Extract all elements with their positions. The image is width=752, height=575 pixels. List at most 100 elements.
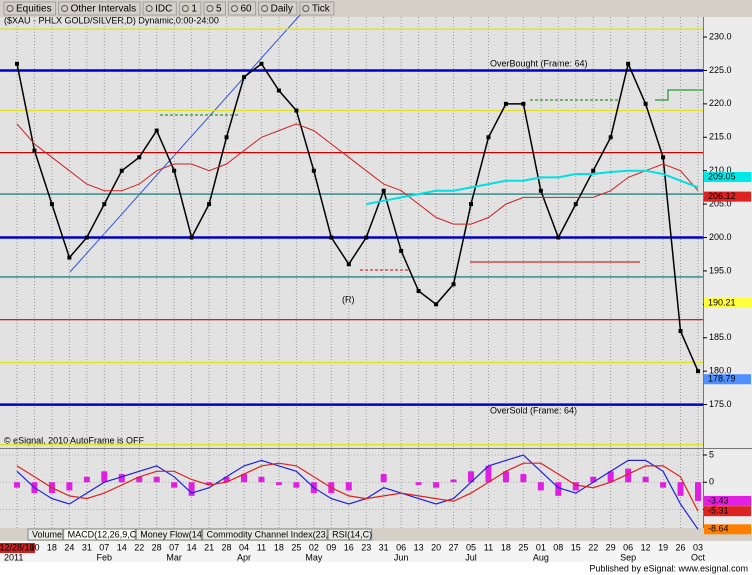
date-axis: [0, 541, 752, 562]
price-bar: [137, 155, 142, 160]
price-bar: [172, 168, 177, 173]
tab[interactable]: [63, 528, 136, 541]
x-tick-label: 31: [82, 542, 92, 552]
price-line: [16, 61, 699, 372]
month-label: 2011: [4, 552, 23, 562]
x-tick-label: 15: [571, 542, 581, 552]
y-tick-label: 185.0: [709, 332, 732, 342]
histogram-bar: [625, 468, 632, 483]
chart-title: ($XAU - PHLX GOLD/SILVER,D) Dynamic,0:00…: [4, 15, 219, 25]
y-tick-label: 200.0: [709, 232, 732, 242]
x-tick-label: 27: [449, 542, 459, 552]
value-tag-label: -3.43: [708, 495, 729, 505]
histogram-bar: [66, 482, 73, 491]
toolbar-label[interactable]: 60: [241, 4, 253, 15]
price-bar: [696, 369, 700, 374]
tab-label[interactable]: Volume: [32, 529, 62, 539]
y-tick-label: 230.0: [709, 31, 732, 41]
moving-average: [16, 123, 699, 225]
toolbar-label[interactable]: 5: [216, 4, 222, 15]
toolbar-button[interactable]: [299, 1, 335, 16]
x-tick-label: 08: [553, 542, 563, 552]
x-tick-label: 13: [414, 542, 424, 552]
value-tag: [704, 524, 751, 535]
x-tick-label: 18: [47, 542, 57, 552]
histogram-bar: [223, 476, 230, 483]
toolbar-icon: [6, 5, 14, 12]
histogram-bar: [153, 476, 160, 483]
price-bar: [189, 235, 194, 240]
toolbar-icon: [61, 5, 69, 12]
tab-label[interactable]: RSI(14,C): [332, 529, 372, 539]
toolbar-icon: [145, 5, 153, 12]
toolbar-button[interactable]: [258, 1, 298, 16]
toolbar-button[interactable]: [58, 1, 141, 16]
price-bar: [399, 248, 404, 253]
status-text: Published by eSignal: www.esignal.com: [589, 563, 748, 573]
value-tag: [704, 374, 751, 385]
tabs: Volume MACD(12,26,9,C) Money Flow(14) Commo…: [27, 528, 373, 541]
price-bar: [469, 202, 473, 207]
price-bar: [434, 302, 439, 307]
toolbar-items: Equities Other Intervals IDC 1 5 60 Daily Tick: [3, 1, 335, 16]
month-label: Oct: [691, 552, 706, 562]
x-tick-label: 09: [326, 542, 336, 552]
price-bar: [591, 168, 596, 173]
toolbar-label[interactable]: Daily: [271, 4, 293, 15]
value-tag: [704, 506, 751, 517]
price-bar: [346, 262, 351, 267]
price-bar: [49, 202, 54, 207]
x-tick-label: 01: [536, 542, 546, 552]
x-tick-label: 21: [204, 542, 214, 552]
histogram-bar: [572, 482, 579, 491]
histogram-bar: [642, 476, 649, 483]
toolbar-button[interactable]: [142, 1, 177, 16]
price-bar: [32, 148, 37, 153]
toolbar-label[interactable]: Equities: [16, 4, 52, 15]
histogram-bar: [660, 482, 667, 488]
y-tick-label: 220.0: [709, 98, 732, 108]
tab-label[interactable]: Commodity Channel Index(23,C): [207, 529, 338, 539]
tab[interactable]: [327, 528, 373, 541]
x-tick-label: 22: [588, 542, 598, 552]
tab-label[interactable]: Money Flow(14): [140, 529, 205, 539]
toolbar-label[interactable]: 1: [191, 4, 197, 15]
value-tag-label: 190.21: [708, 297, 736, 307]
price-bar: [207, 202, 212, 207]
x-tick-label: 31: [379, 542, 389, 552]
tab[interactable]: [27, 528, 64, 541]
tab[interactable]: [202, 528, 328, 541]
x-tick-label: 14: [187, 542, 197, 552]
x-tick-label: 05: [466, 542, 476, 552]
price-bar: [416, 288, 421, 293]
toolbar-button[interactable]: [3, 1, 57, 16]
price-bar: [119, 168, 124, 173]
toolbar-label[interactable]: IDC: [155, 4, 172, 15]
value-tag: [704, 297, 751, 308]
x-tick-label: 19: [658, 542, 668, 552]
month-label: Mar: [166, 552, 182, 562]
tab[interactable]: [135, 528, 203, 541]
histogram-bar: [468, 471, 474, 483]
y-tick-label: 205.0: [709, 198, 732, 208]
histogram-bar: [171, 482, 178, 488]
tab-label[interactable]: MACD(12,26,9,C): [68, 529, 140, 539]
toolbar-label[interactable]: Other Intervals: [71, 4, 137, 15]
price-bar: [643, 101, 648, 106]
month-label: Sep: [620, 552, 636, 562]
x-tick-label: 24: [64, 542, 74, 552]
histogram-bar: [241, 474, 247, 483]
toolbar-label[interactable]: Tick: [312, 4, 331, 15]
x-tick-label: 11: [257, 542, 266, 552]
histogram-bar: [485, 465, 492, 483]
toolbar-icon: [302, 5, 310, 12]
x-tick-label: 11: [484, 542, 493, 552]
value-tag: [704, 191, 751, 202]
value-tag: [704, 172, 751, 183]
y-tick-label: 0: [709, 477, 714, 487]
x-tick-label: 28: [152, 542, 162, 552]
histogram-bar: [607, 471, 614, 483]
x-tick-label: 12/28/10: [0, 542, 35, 552]
month-label: Apr: [237, 552, 251, 562]
